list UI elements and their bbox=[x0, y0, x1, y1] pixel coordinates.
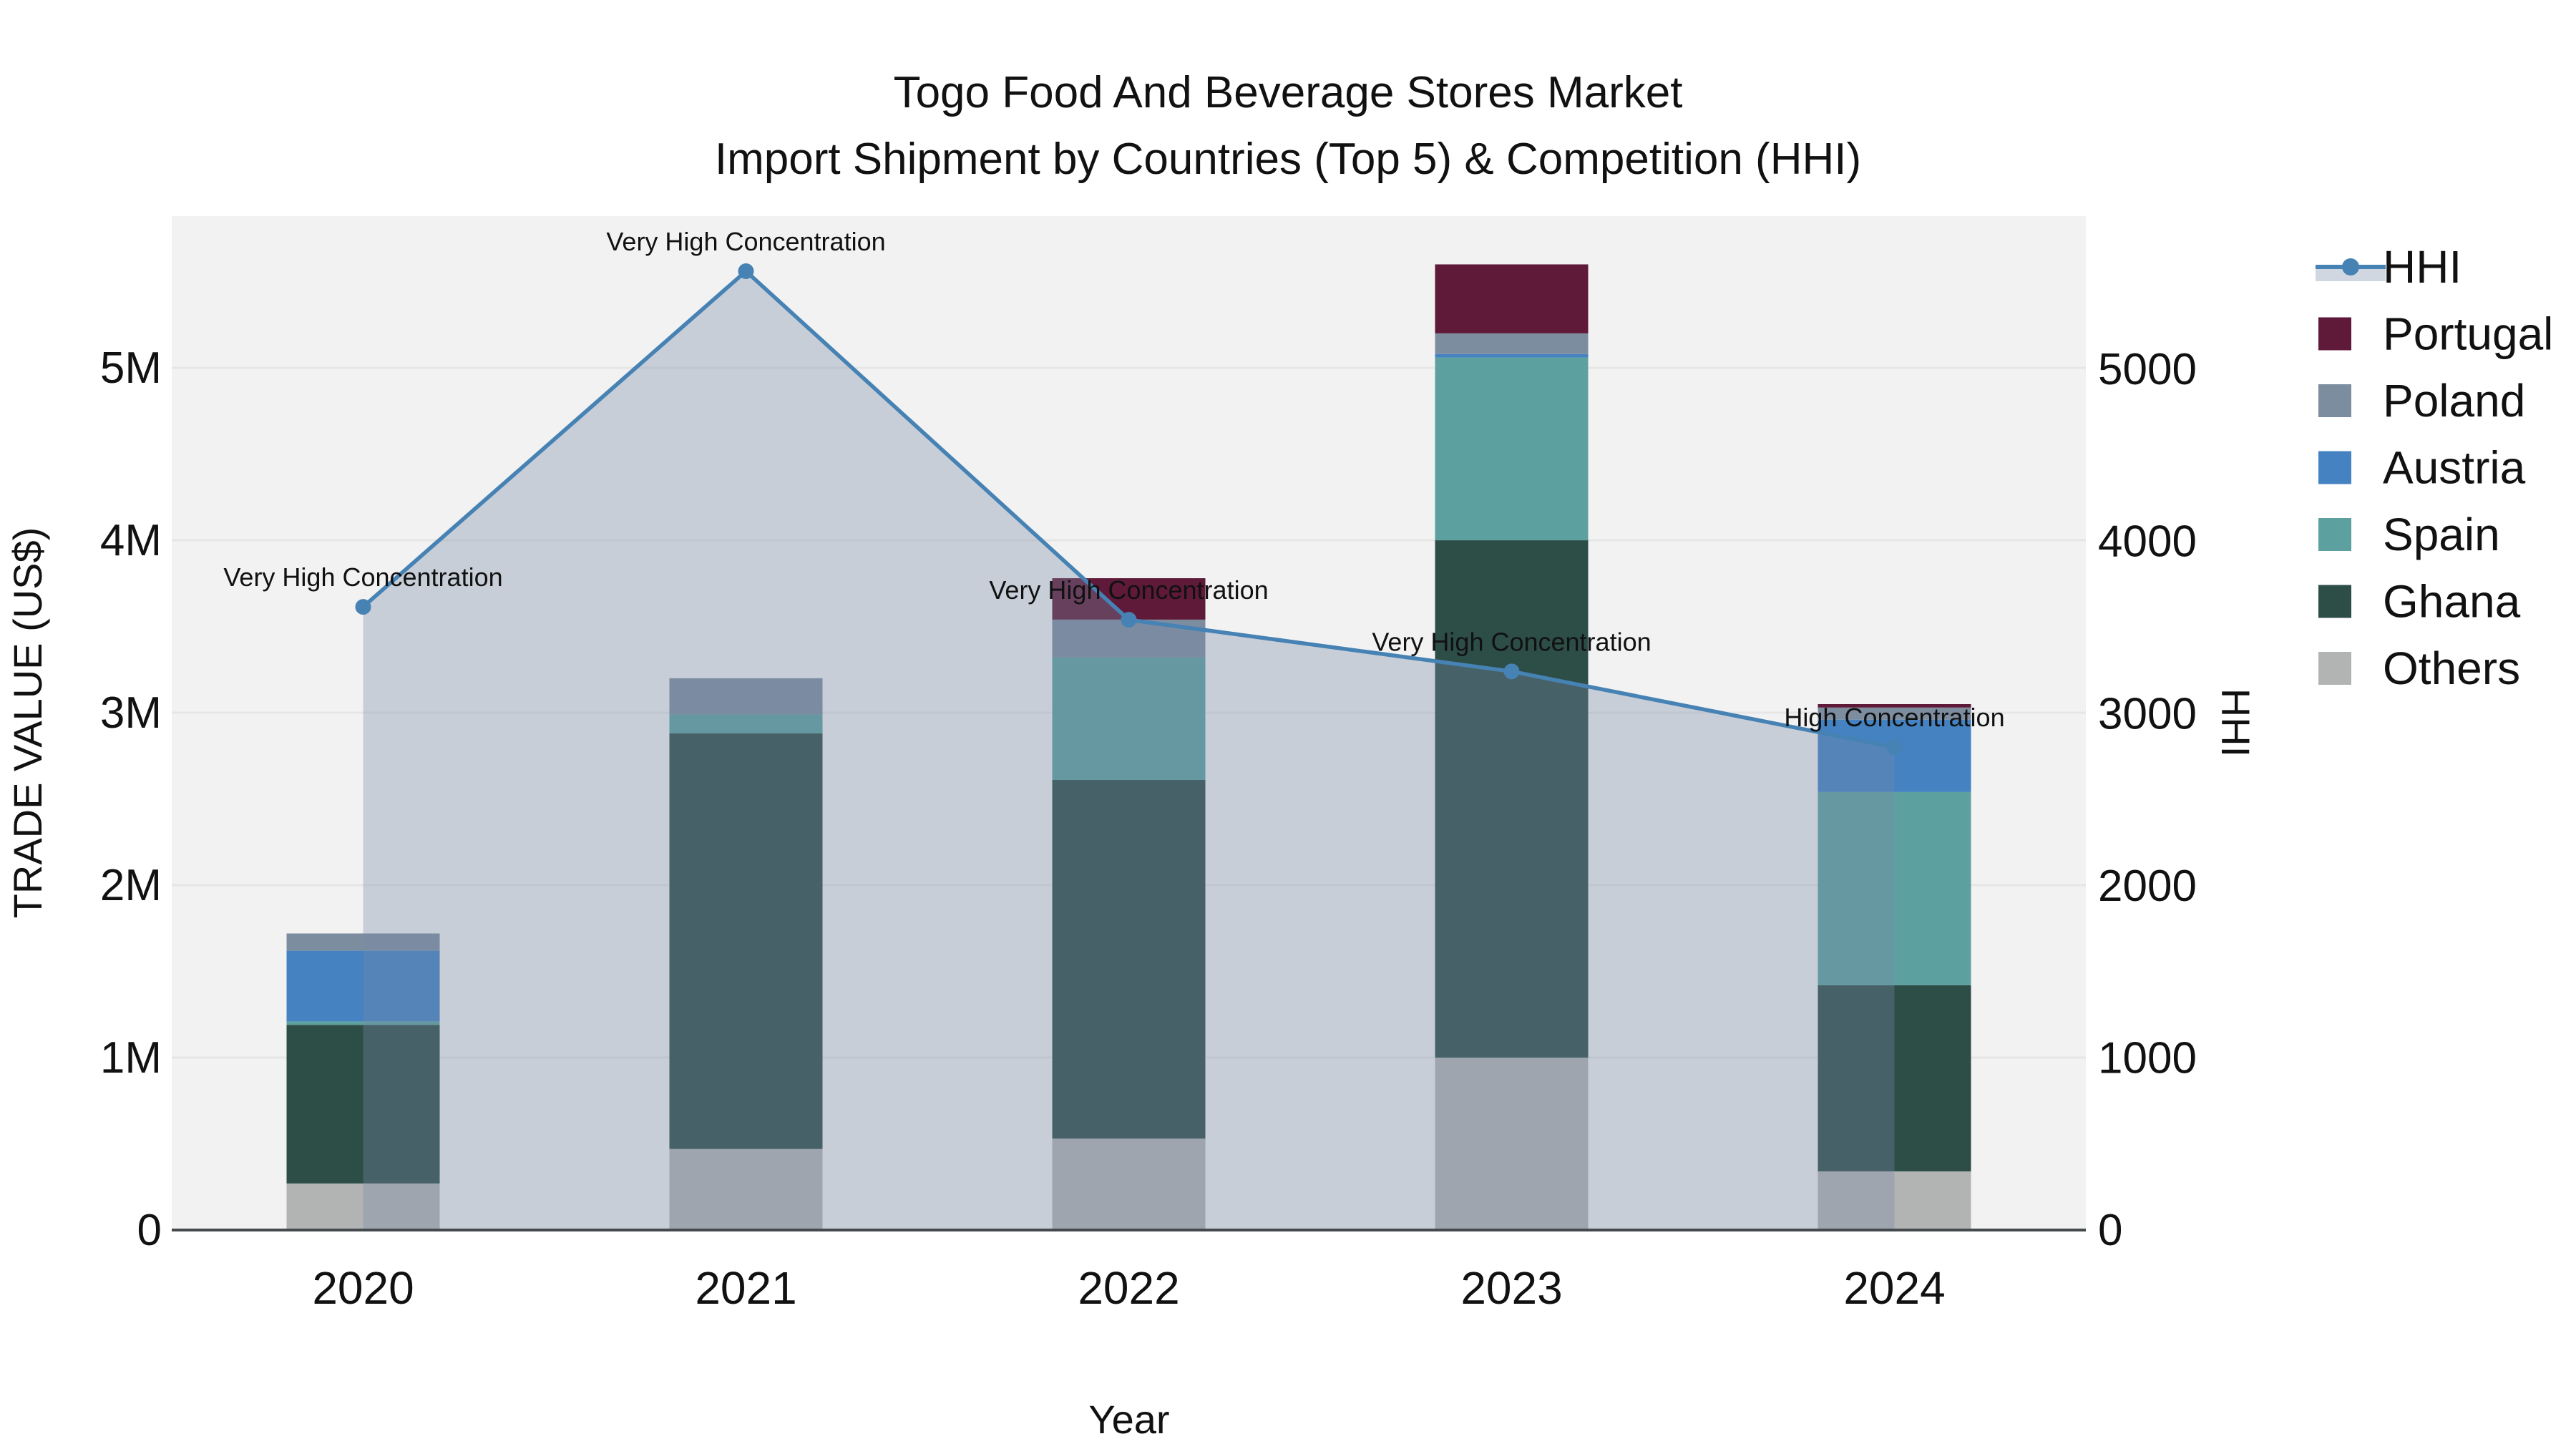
legend-swatch-spain bbox=[2318, 518, 2351, 551]
x-tick-2020: 2020 bbox=[312, 1262, 414, 1314]
legend-hhi-marker-sample bbox=[2342, 258, 2359, 275]
hhi-annotation-2020: Very High Concentration bbox=[223, 562, 502, 592]
y-left-tick-0: 0 bbox=[137, 1206, 162, 1255]
x-tick-2024: 2024 bbox=[1843, 1262, 1945, 1314]
chart-title-line2: Import Shipment by Countries (Top 5) & C… bbox=[715, 135, 1861, 184]
legend-item-others[interactable]: Others bbox=[2318, 643, 2520, 694]
bar-2024-portugal[interactable] bbox=[1818, 703, 1971, 708]
y-left-tick-3M: 3M bbox=[100, 688, 162, 738]
bar-2021-ghana[interactable] bbox=[669, 733, 823, 1149]
hhi-point-2022[interactable] bbox=[1121, 612, 1137, 628]
legend-item-poland[interactable]: Poland bbox=[2318, 375, 2525, 426]
bar-2020-austria[interactable] bbox=[286, 950, 440, 1022]
bar-2023-others[interactable] bbox=[1435, 1058, 1589, 1230]
y-axis-left-title: TRADE VALUE (US$) bbox=[5, 527, 50, 919]
x-tick-2022: 2022 bbox=[1078, 1262, 1179, 1314]
y-right-tick-5000: 5000 bbox=[2098, 345, 2197, 394]
bar-2023-poland[interactable] bbox=[1435, 333, 1589, 354]
legend-layer: HHI Portugal Poland Austria Spain Ghana Others bbox=[2316, 241, 2553, 694]
hhi-annotation-2021: Very High Concentration bbox=[606, 227, 885, 256]
annotation-layer: Very High Concentration Very High Concent… bbox=[223, 227, 2004, 732]
bar-2022-ghana[interactable] bbox=[1052, 780, 1206, 1139]
bar-2024-spain[interactable] bbox=[1818, 791, 1971, 985]
y-right-tick-1000: 1000 bbox=[2098, 1033, 2197, 1083]
hhi-annotation-2023: Very High Concentration bbox=[1372, 627, 1651, 656]
hhi-point-2020[interactable] bbox=[355, 599, 371, 615]
x-tick-2021: 2021 bbox=[695, 1262, 796, 1314]
hhi-point-2021[interactable] bbox=[738, 263, 754, 279]
bar-2023-portugal[interactable] bbox=[1435, 264, 1589, 333]
bar-2024-others[interactable] bbox=[1818, 1171, 1971, 1230]
legend-label-hhi: HHI bbox=[2383, 241, 2462, 293]
legend-label-portugal: Portugal bbox=[2383, 308, 2553, 360]
axis-layer: 0 1M 2M 3M 4M 5M 0 1000 2000 3000 4000 5000 2020 2021… bbox=[100, 343, 2197, 1314]
y-left-tick-1M: 1M bbox=[100, 1033, 162, 1083]
bar-2024-poland[interactable] bbox=[1818, 707, 1971, 720]
hhi-annotation-2024: High Concentration bbox=[1784, 703, 2004, 732]
y-axis-right-title: HHI bbox=[2213, 688, 2258, 757]
bar-2022-spain[interactable] bbox=[1052, 657, 1206, 781]
legend-label-poland: Poland bbox=[2383, 375, 2525, 426]
y-right-tick-4000: 4000 bbox=[2098, 517, 2197, 567]
x-axis-title: Year bbox=[1088, 1397, 1169, 1442]
legend-label-austria: Austria bbox=[2383, 442, 2526, 494]
bar-2021-spain[interactable] bbox=[669, 714, 823, 733]
legend-swatch-ghana bbox=[2318, 585, 2351, 618]
bar-2023-spain[interactable] bbox=[1435, 357, 1589, 541]
legend-label-ghana: Ghana bbox=[2383, 576, 2521, 628]
hhi-point-2024[interactable] bbox=[1886, 739, 1903, 756]
bar-2021-others[interactable] bbox=[669, 1148, 823, 1230]
bar-2020-others[interactable] bbox=[286, 1183, 440, 1230]
legend-item-austria[interactable]: Austria bbox=[2318, 442, 2526, 494]
hhi-area-fill bbox=[363, 270, 1895, 1230]
bar-2024-austria[interactable] bbox=[1818, 719, 1971, 792]
hhi-area-fill-layer bbox=[363, 270, 1895, 1230]
hhi-point-2023[interactable] bbox=[1503, 663, 1520, 680]
legend-label-spain: Spain bbox=[2383, 509, 2500, 560]
bar-2023-ghana[interactable] bbox=[1435, 540, 1589, 1058]
bar-2020-ghana[interactable] bbox=[286, 1025, 440, 1184]
legend-label-others: Others bbox=[2383, 643, 2520, 694]
hhi-line-layer bbox=[355, 263, 1903, 756]
bar-2024-ghana[interactable] bbox=[1818, 985, 1971, 1172]
legend-item-spain[interactable]: Spain bbox=[2318, 509, 2500, 560]
y-left-tick-5M: 5M bbox=[100, 343, 162, 393]
bar-2020-spain[interactable] bbox=[286, 1021, 440, 1025]
x-tick-2023: 2023 bbox=[1460, 1262, 1562, 1314]
y-left-tick-4M: 4M bbox=[100, 516, 162, 565]
legend-item-hhi[interactable]: HHI bbox=[2316, 241, 2462, 293]
bar-2021-poland[interactable] bbox=[669, 678, 823, 715]
legend-swatch-portugal bbox=[2318, 317, 2351, 351]
hhi-annotation-2022: Very High Concentration bbox=[989, 575, 1268, 605]
legend-item-ghana[interactable]: Ghana bbox=[2318, 576, 2521, 628]
stacked-bars-layer bbox=[286, 264, 1971, 1230]
legend-swatch-poland bbox=[2318, 384, 2351, 417]
bar-2020-poland[interactable] bbox=[286, 933, 440, 951]
bar-2023-austria[interactable] bbox=[1435, 353, 1589, 358]
y-left-tick-2M: 2M bbox=[100, 861, 162, 910]
bar-2022-others[interactable] bbox=[1052, 1138, 1206, 1230]
legend-item-portugal[interactable]: Portugal bbox=[2318, 308, 2553, 360]
y-right-tick-0: 0 bbox=[2098, 1206, 2122, 1255]
legend-swatch-others bbox=[2318, 652, 2351, 685]
y-right-tick-3000: 3000 bbox=[2098, 689, 2197, 738]
legend-swatch-austria bbox=[2318, 451, 2351, 484]
chart-title-line1: Togo Food And Beverage Stores Market bbox=[894, 68, 1683, 117]
y-right-tick-2000: 2000 bbox=[2098, 862, 2197, 911]
